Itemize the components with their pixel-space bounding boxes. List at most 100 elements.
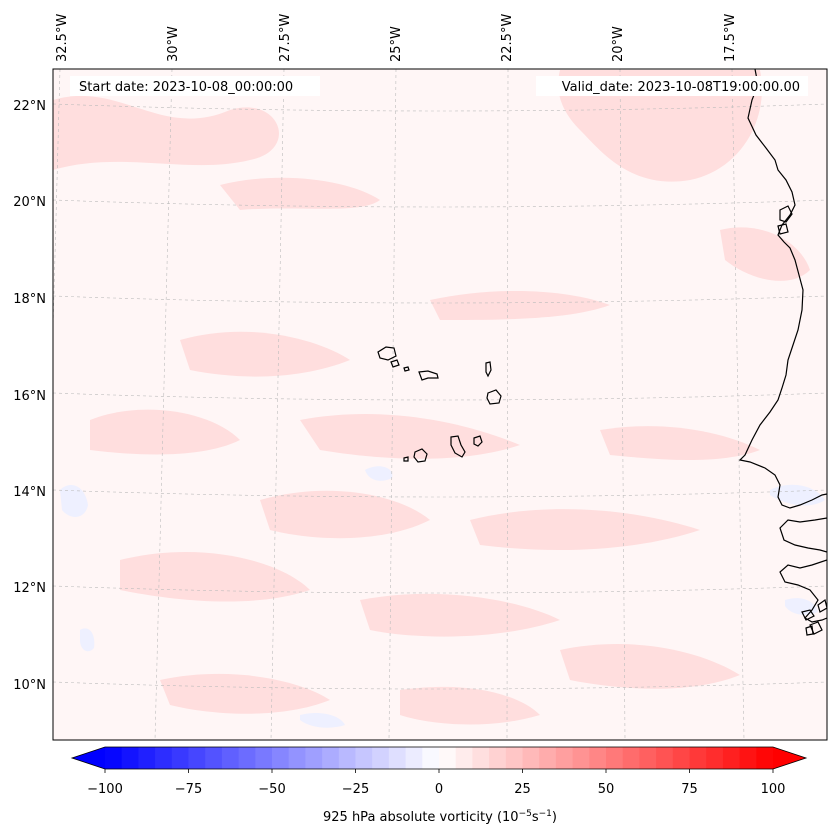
- colorbar-swatch: [739, 747, 757, 769]
- colorbar-swatch: [388, 747, 407, 769]
- vorticity-patch-negative: [300, 713, 345, 728]
- lon-label: 20°W: [611, 26, 626, 62]
- lat-label: 12°N: [13, 581, 46, 596]
- valid-date-box: Valid_date: 2023-10-08T19:00:00.00: [536, 76, 808, 96]
- vorticity-patch-positive: [220, 177, 380, 210]
- vorticity-patch-negative: [60, 485, 88, 517]
- latitude-labels: 22°N 20°N 18°N 16°N 14°N 12°N 10°N: [13, 99, 46, 693]
- colorbar-swatch: [322, 747, 340, 769]
- colorbar-swatch: [305, 747, 323, 769]
- vorticity-patch-positive: [260, 490, 430, 539]
- cape-verde-brava: [403, 456, 409, 462]
- meridian-27-5w: [270, 69, 285, 740]
- parallel-14n: [53, 489, 827, 498]
- colorbar-swatch: [589, 747, 607, 769]
- vorticity-patch-positive: [558, 70, 762, 182]
- dakar-islands: [777, 205, 793, 235]
- colorbar-tick-label: 25: [514, 782, 531, 797]
- lat-label: 22°N: [13, 99, 46, 114]
- bijagos-islands: [805, 625, 814, 636]
- vorticity-patch-positive: [560, 644, 740, 689]
- colorbar-swatch: [472, 747, 490, 769]
- colorbar-swatch: [405, 747, 423, 769]
- vorticity-patch-positive: [430, 290, 610, 320]
- parallel-16n: [53, 392, 827, 401]
- longitude-labels: 32.5°W 30°W 27.5°W 25°W 22.5°W 20°W 17.5…: [55, 14, 738, 62]
- vorticity-patch-positive: [160, 673, 330, 714]
- colorbar-swatch: [238, 747, 256, 769]
- cape-verde-maio: [473, 435, 483, 447]
- colorbar-ticks: −100 −75 −50 −25 0 25 50 75 100: [87, 769, 785, 797]
- colorbar-swatch: [355, 747, 373, 769]
- colorbar-swatch: [188, 747, 206, 769]
- colorbar-tick-label: −100: [87, 782, 123, 797]
- colorbar-swatch: [722, 747, 741, 769]
- lat-label: 10°N: [13, 678, 46, 693]
- colorbar-swatch: [505, 747, 523, 769]
- map-frame: [52, 68, 828, 741]
- meridian-25w: [388, 69, 397, 740]
- colorbar-swatch: [706, 747, 724, 769]
- vorticity-patch-positive: [300, 414, 520, 459]
- lon-label: 25°W: [389, 26, 404, 62]
- parallel-12n: [53, 585, 827, 594]
- colorbar-swatch: [455, 747, 473, 769]
- vorticity-patch-positive: [120, 551, 310, 602]
- colorbar-swatch: [288, 747, 306, 769]
- colorbar-extend-max: [773, 747, 806, 769]
- colorbar-swatch: [606, 747, 624, 769]
- meridian-22-5w: [506, 69, 509, 740]
- lat-label: 18°N: [13, 292, 46, 307]
- colorbar-tick-label: 50: [598, 782, 615, 797]
- vorticity-patch-negative: [80, 628, 95, 652]
- colorbar-swatch: [489, 747, 507, 769]
- colorbar-swatch: [255, 747, 273, 769]
- cape-verde-boa-vista: [486, 389, 502, 405]
- colorbar-swatch: [171, 747, 189, 769]
- colorbar-swatch: [221, 747, 240, 769]
- vorticity-patch-positive: [470, 509, 700, 550]
- colorbar-swatch: [338, 747, 356, 769]
- colorbar-tick-label: −50: [258, 782, 285, 797]
- colorbar-swatch: [422, 747, 440, 769]
- parallel-10n: [53, 681, 827, 690]
- vorticity-patch-positive: [90, 409, 240, 455]
- africa-coastline-guinea: [779, 517, 827, 553]
- parallel-22n: [53, 103, 827, 112]
- lon-label: 17.5°W: [723, 14, 738, 62]
- africa-coastline: [738, 69, 827, 509]
- meridian-20w: [619, 69, 626, 740]
- colorbar-swatch: [522, 747, 540, 769]
- colorbar-swatch: [622, 747, 640, 769]
- lat-label: 20°N: [13, 195, 46, 210]
- valid-date-text: Valid_date: 2023-10-08T19:00:00.00: [562, 80, 800, 95]
- colorbar-swatch: [205, 747, 223, 769]
- lat-label: 14°N: [13, 485, 46, 500]
- cape-verde-sao-vicente: [390, 359, 400, 368]
- cape-verde-santa-luzia: [403, 366, 410, 372]
- colorbar-tick-label: −25: [342, 782, 369, 797]
- cape-verde-santo-antao: [377, 346, 397, 361]
- lat-label: 16°N: [13, 389, 46, 404]
- colorbar-tick-label: 0: [435, 782, 443, 797]
- colorbar-label: 925 hPa absolute vorticity (10−5s−1): [323, 809, 557, 825]
- colorbar-swatch: [272, 747, 290, 769]
- africa-coastline-south: [779, 559, 827, 623]
- colorbar-swatch: [121, 747, 139, 769]
- colorbar-tick-label: 100: [761, 782, 786, 797]
- vorticity-patch-positive: [53, 95, 279, 170]
- colorbar-swatch: [105, 747, 123, 769]
- start-date-text: Start date: 2023-10-08_00:00:00: [79, 80, 293, 95]
- colorbar-tick-label: −75: [175, 782, 202, 797]
- lon-label: 30°W: [166, 26, 181, 62]
- vorticity-patch-positive: [720, 227, 810, 281]
- cape-verde-sao-nicolau: [418, 370, 439, 381]
- cape-verde-fogo: [413, 448, 428, 463]
- colorbar-swatch: [572, 747, 590, 769]
- colorbar-swatch: [138, 747, 156, 769]
- coastlines: [377, 69, 827, 636]
- colorbar-extend-min: [72, 747, 105, 769]
- colorbar-swatch: [539, 747, 557, 769]
- colorbar-swatch: [672, 747, 690, 769]
